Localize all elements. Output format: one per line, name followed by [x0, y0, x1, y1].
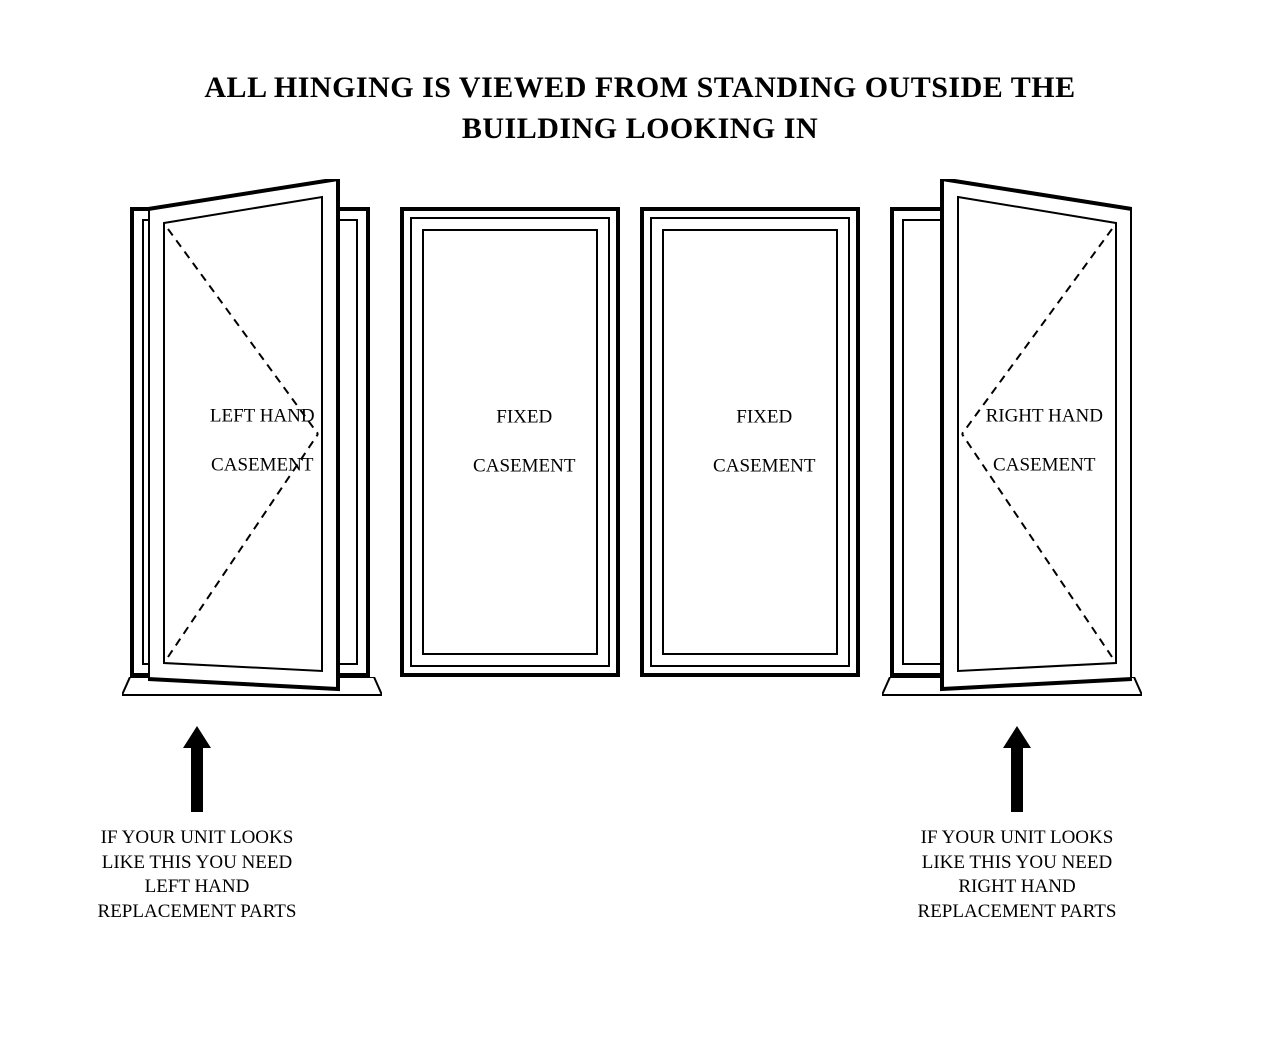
- fixed1-label: FIXED CASEMENT: [445, 380, 576, 503]
- left-callout: IF YOUR UNIT LOOKS LIKE THIS YOU NEED LE…: [72, 826, 322, 925]
- title-line-1: ALL HINGING IS VIEWED FROM STANDING OUTS…: [204, 71, 1075, 104]
- left-casement-label: LEFT HAND CASEMENT: [181, 379, 314, 502]
- right-casement-label: RIGHT HAND CASEMENT: [957, 379, 1103, 502]
- right-arrow-icon: [1011, 746, 1023, 812]
- window-diagram: LEFT HAND CASEMENT FIXED CASEMENT FIXED …: [130, 179, 1150, 719]
- page-title: ALL HINGING IS VIEWED FROM STANDING OUTS…: [140, 68, 1140, 149]
- title-line-2: BUILDING LOOKING IN: [462, 112, 818, 145]
- fixed2-label: FIXED CASEMENT: [685, 380, 816, 503]
- left-arrow-icon: [191, 746, 203, 812]
- right-callout: IF YOUR UNIT LOOKS LIKE THIS YOU NEED RI…: [892, 826, 1142, 925]
